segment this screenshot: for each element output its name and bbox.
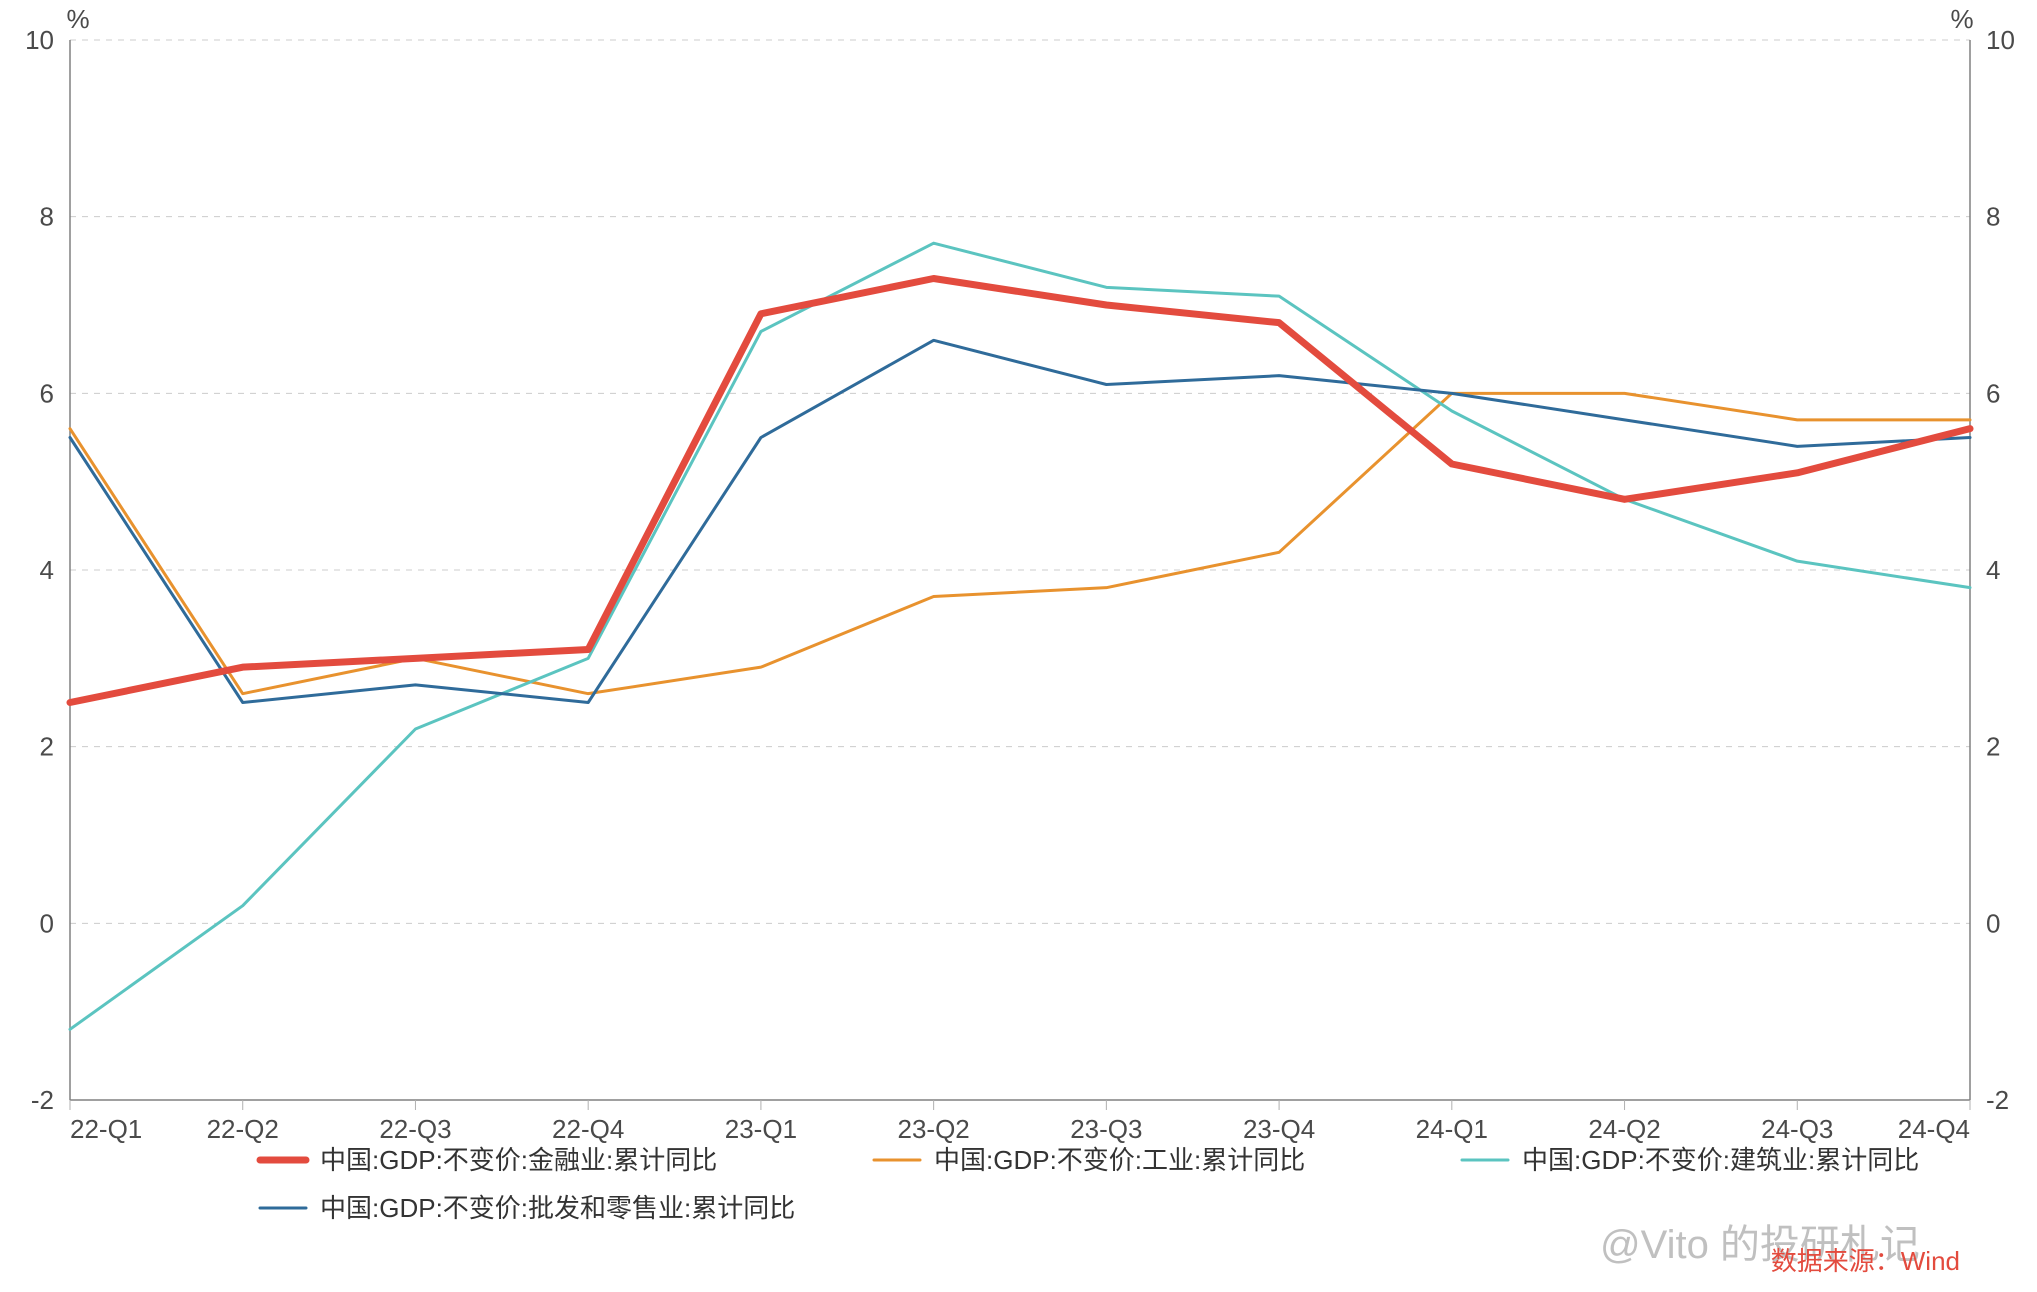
y-tick-label-right: 4 bbox=[1986, 555, 2000, 585]
y-axis-unit-right: % bbox=[1950, 4, 1973, 34]
x-tick-label: 22-Q2 bbox=[207, 1114, 279, 1144]
line-chart: -2 -2 0 0 2 2 4 4 6 6 8 8 10 10%% 22-Q1 22-Q2 22-Q3 22-Q4… bbox=[0, 0, 2037, 1292]
y-tick-label-left: -2 bbox=[31, 1085, 54, 1115]
y-axis-unit-left: % bbox=[66, 4, 89, 34]
x-tick-label: 24-Q4 bbox=[1898, 1114, 1970, 1144]
x-tick-label: 22-Q3 bbox=[379, 1114, 451, 1144]
chart-container: -2 -2 0 0 2 2 4 4 6 6 8 8 10 10%% 22-Q1 22-Q2 22-Q3 22-Q4… bbox=[0, 0, 2037, 1292]
y-tick-label-right: 0 bbox=[1986, 908, 2000, 938]
x-tick-label: 23-Q3 bbox=[1070, 1114, 1142, 1144]
legend-label: 中国:GDP:不变价:金融业:累计同比 bbox=[320, 1145, 717, 1175]
data-source-label: 数据来源：Wind bbox=[1771, 1246, 1960, 1276]
x-tick-label: 24-Q2 bbox=[1588, 1114, 1660, 1144]
x-tick-label: 23-Q2 bbox=[898, 1114, 970, 1144]
y-tick-label-left: 2 bbox=[40, 732, 54, 762]
y-tick-label-left: 8 bbox=[40, 202, 54, 232]
y-tick-label-left: 10 bbox=[25, 25, 54, 55]
y-tick-label-right: 8 bbox=[1986, 202, 2000, 232]
legend-label: 中国:GDP:不变价:工业:累计同比 bbox=[934, 1145, 1305, 1175]
x-tick-label: 22-Q4 bbox=[552, 1114, 624, 1144]
y-tick-label-right: -2 bbox=[1986, 1085, 2009, 1115]
x-tick-label: 24-Q3 bbox=[1761, 1114, 1833, 1144]
x-tick-label: 23-Q4 bbox=[1243, 1114, 1315, 1144]
y-tick-label-right: 6 bbox=[1986, 378, 2000, 408]
x-tick-label: 24-Q1 bbox=[1416, 1114, 1488, 1144]
x-tick-label: 23-Q1 bbox=[725, 1114, 797, 1144]
legend-label: 中国:GDP:不变价:批发和零售业:累计同比 bbox=[320, 1193, 795, 1223]
y-tick-label-left: 0 bbox=[40, 908, 54, 938]
legend-label: 中国:GDP:不变价:建筑业:累计同比 bbox=[1522, 1145, 1919, 1175]
y-tick-label-left: 6 bbox=[40, 378, 54, 408]
y-tick-label-left: 4 bbox=[40, 555, 54, 585]
x-tick-label: 22-Q1 bbox=[70, 1114, 142, 1144]
y-tick-label-right: 2 bbox=[1986, 732, 2000, 762]
y-tick-label-right: 10 bbox=[1986, 25, 2015, 55]
